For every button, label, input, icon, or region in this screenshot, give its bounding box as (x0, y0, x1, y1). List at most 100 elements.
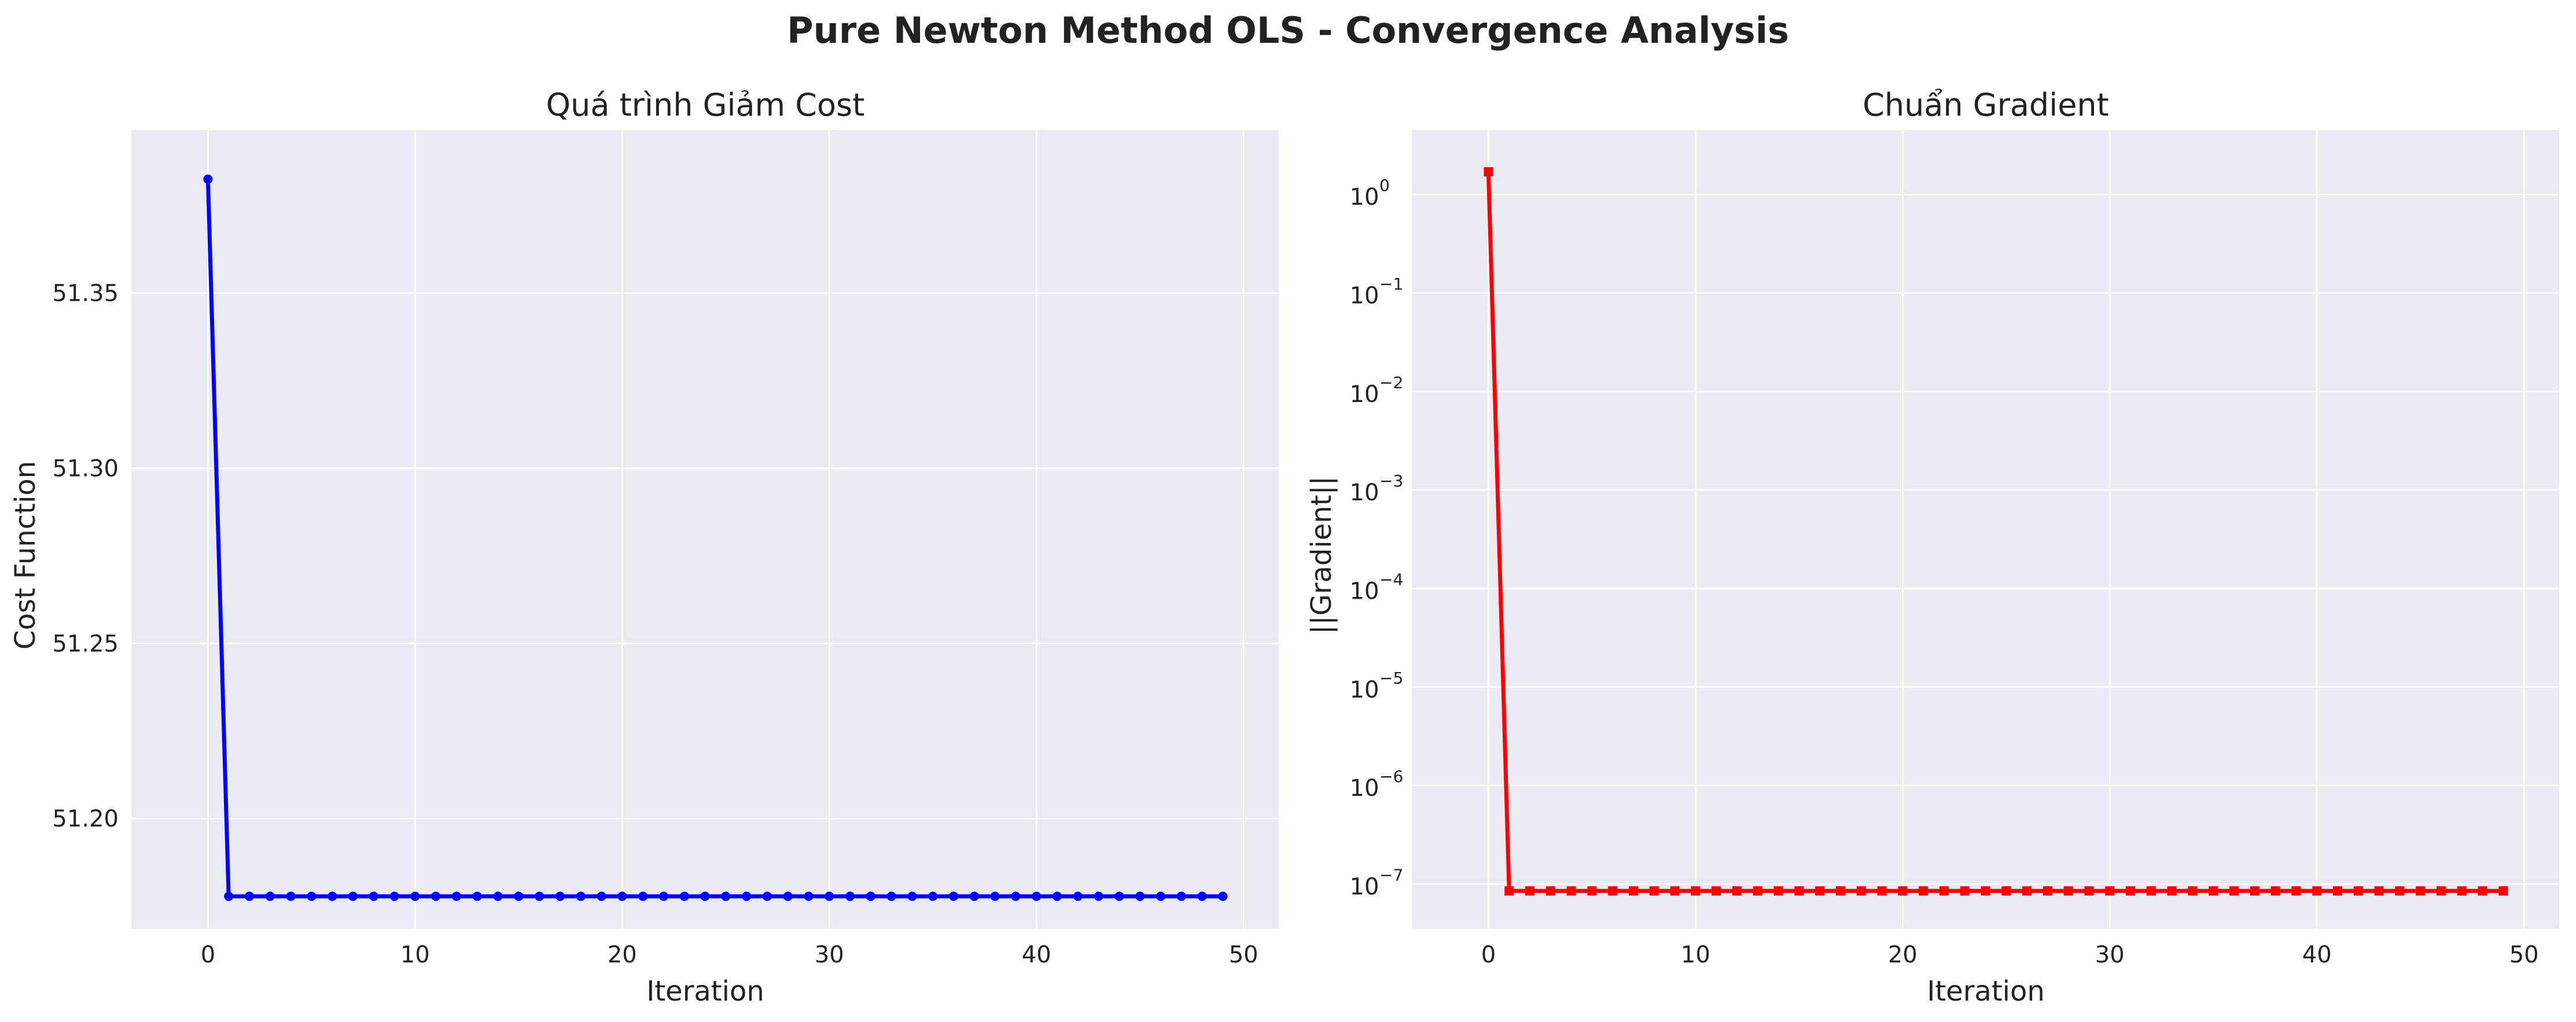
gradient-ytick-label: 10 −6 (1350, 767, 1404, 802)
cost-data-point (1218, 891, 1228, 901)
cost-xtick-label: 0 (201, 942, 215, 968)
gradient-ytick-base: 10 (1350, 873, 1379, 900)
cost-data-point (265, 891, 275, 901)
gradient-data-point (1794, 886, 1804, 896)
gradient-data-point (1919, 886, 1929, 896)
cost-data-point (224, 891, 234, 901)
cost-plot-area (131, 130, 1279, 929)
gradient-data-point (1732, 886, 1742, 896)
cost-data-point (990, 891, 1000, 901)
cost-data-point (1176, 891, 1186, 901)
cost-data-point (576, 891, 586, 901)
gradient-data-point (2291, 886, 2301, 896)
gradient-data-point (1939, 886, 1949, 896)
cost-data-point (1073, 891, 1083, 901)
gradient-chart-ylabel: ||Gradient|| (1305, 476, 1338, 634)
gradient-data-point (1712, 886, 1721, 896)
cost-data-point (617, 891, 627, 901)
cost-data-point (658, 891, 668, 901)
gradient-ytick-label: 10 −2 (1350, 373, 1404, 408)
gradient-data-point (2063, 886, 2073, 896)
gradient-ytick-base: 10 (1350, 479, 1379, 506)
gradient-series (1484, 167, 2508, 896)
cost-ytick-label: 51.25 (52, 630, 119, 657)
cost-xtick-label: 50 (1229, 942, 1258, 968)
cost-data-point (679, 891, 689, 901)
gradient-grid (1412, 130, 2559, 929)
cost-data-point (431, 891, 441, 901)
cost-data-point (535, 891, 544, 901)
cost-data-point (410, 891, 420, 901)
gradient-data-point (2333, 886, 2343, 896)
cost-data-point (866, 891, 875, 901)
gradient-data-point (2416, 886, 2426, 896)
gradient-data-point (2209, 886, 2218, 896)
cost-data-point (638, 891, 648, 901)
cost-data-point (514, 891, 524, 901)
gradient-ytick-base: 10 (1350, 184, 1379, 211)
cost-grid (131, 130, 1279, 929)
cost-data-point (969, 891, 979, 901)
cost-series (203, 174, 1228, 901)
gradient-xtick-label: 50 (2509, 942, 2539, 968)
gradient-data-point (2229, 886, 2239, 896)
gradient-ytick-label: 10 0 (1350, 176, 1390, 211)
cost-data-point (245, 891, 255, 901)
gradient-chart-title: Chuẩn Gradient (1863, 87, 2109, 123)
gradient-data-point (2498, 886, 2508, 896)
cost-ytick-label: 51.35 (52, 281, 119, 307)
gradient-data-point (1877, 886, 1887, 896)
gradient-ytick-exponent: −7 (1379, 865, 1403, 884)
gradient-ytick-exponent: −1 (1379, 275, 1403, 294)
cost-data-point (1197, 891, 1207, 901)
gradient-ytick-exponent: −2 (1379, 373, 1403, 392)
gradient-data-point (1566, 886, 1576, 896)
cost-chart: Quá trình Giảm Cost Iteration Cost Funct… (9, 87, 1279, 1008)
cost-data-point (928, 891, 938, 901)
gradient-ytick-label: 10 −4 (1350, 570, 1404, 604)
cost-xtick-label: 20 (608, 942, 637, 968)
cost-data-point (307, 891, 317, 901)
gradient-data-point (1815, 886, 1825, 896)
gradient-plot-area (1412, 130, 2559, 929)
gradient-data-point (1484, 167, 1493, 176)
gradient-data-point (2043, 886, 2052, 896)
gradient-data-point (1587, 886, 1597, 896)
cost-data-point (1053, 891, 1062, 901)
cost-data-point (804, 891, 814, 901)
gradient-data-point (1608, 886, 1618, 896)
gradient-ytick-label: 10 −7 (1350, 865, 1404, 900)
gradient-data-point (2457, 886, 2467, 896)
gradient-ytick-base: 10 (1350, 677, 1379, 703)
cost-chart-xlabel: Iteration (646, 975, 764, 1008)
gradient-chart-xlabel: Iteration (1927, 975, 2045, 1008)
gradient-data-point (2022, 886, 2032, 896)
cost-data-point (762, 891, 772, 901)
gradient-data-point (2188, 886, 2198, 896)
cost-data-point (493, 891, 503, 901)
gradient-xtick-label: 40 (2302, 942, 2332, 968)
cost-data-point (555, 891, 565, 901)
cost-data-point (1032, 891, 1042, 901)
gradient-data-point (1753, 886, 1762, 896)
gradient-data-point (2353, 886, 2363, 896)
gradient-ytick-exponent: −5 (1379, 669, 1403, 688)
gradient-data-point (1504, 886, 1514, 896)
gradient-data-point (2312, 886, 2322, 896)
gradient-data-point (2001, 886, 2011, 896)
gradient-data-point (1773, 886, 1783, 896)
gradient-ytick-base: 10 (1350, 578, 1379, 604)
gradient-data-point (2126, 886, 2136, 896)
cost-data-point (886, 891, 896, 901)
cost-data-point (203, 174, 213, 184)
cost-data-point (742, 891, 752, 901)
cost-data-point (1094, 891, 1103, 901)
cost-data-point (949, 891, 959, 901)
gradient-data-point (1691, 886, 1701, 896)
cost-ytick-label: 51.20 (52, 806, 119, 832)
cost-data-point (369, 891, 378, 901)
cost-data-point (907, 891, 917, 901)
gradient-ytick-label: 10 −5 (1350, 669, 1404, 703)
cost-data-point (1114, 891, 1124, 901)
